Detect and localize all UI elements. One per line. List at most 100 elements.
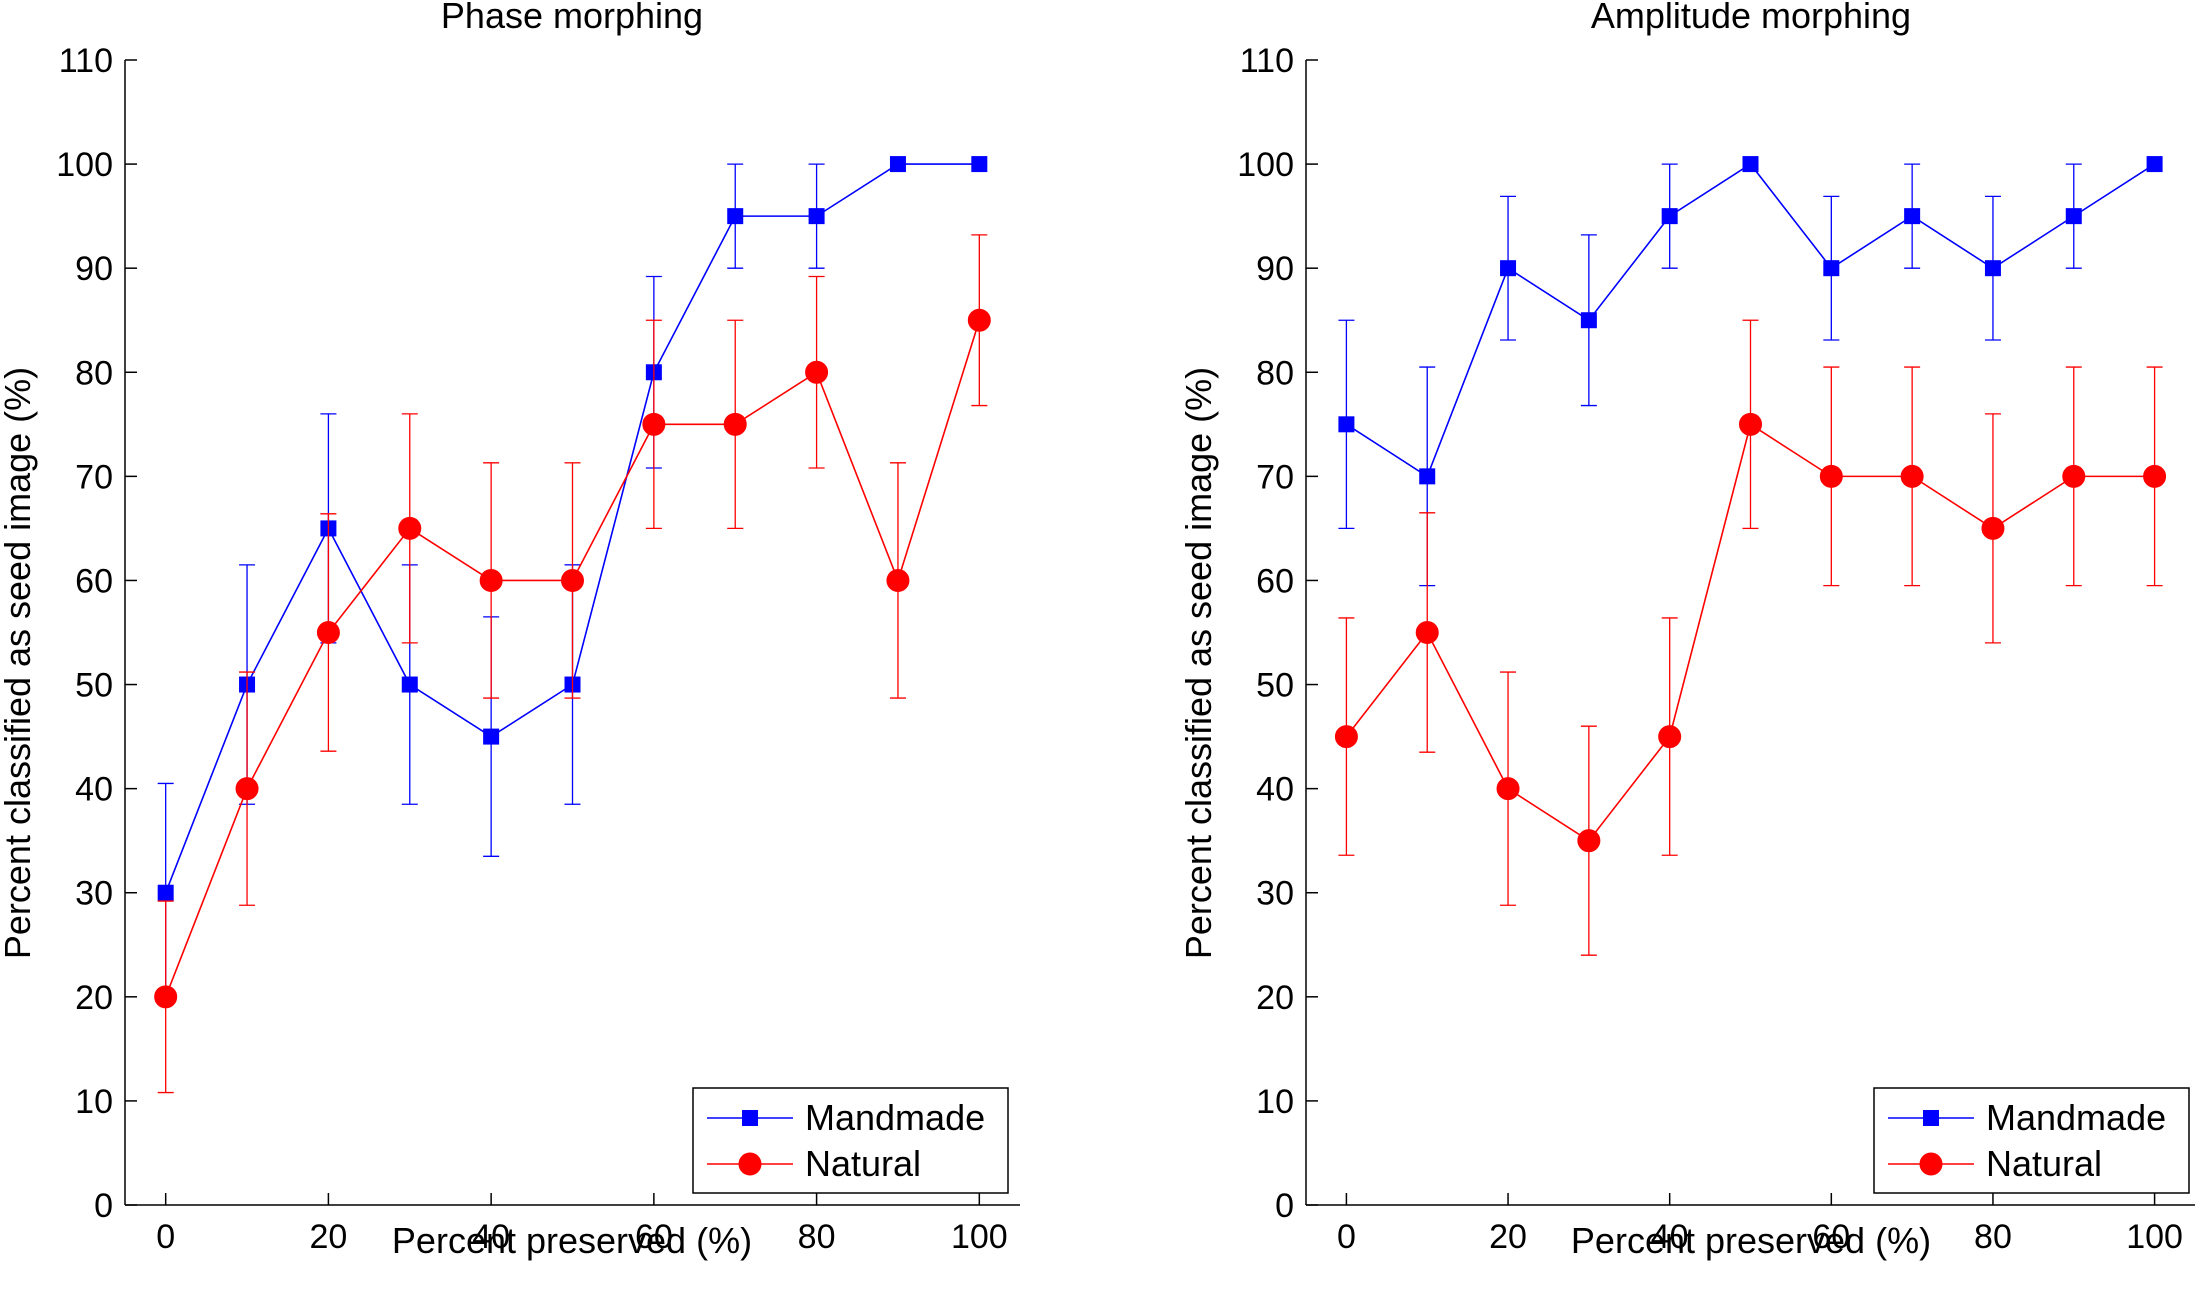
- series-natural: [1334, 319, 2167, 956]
- x-tick-label: 100: [2126, 1218, 2183, 1256]
- x-tick-label: 60: [1812, 1218, 1850, 1256]
- y-tick-label: 30: [75, 875, 113, 913]
- data-point: [1823, 260, 1840, 277]
- y-tick-label: 70: [1256, 458, 1294, 496]
- y-tick-label: 10: [1256, 1083, 1294, 1121]
- data-point: [805, 360, 829, 384]
- x-axis-label: Percent preserved (%): [1571, 1220, 1931, 1261]
- data-point: [401, 676, 418, 693]
- y-tick-label: 100: [1237, 146, 1294, 184]
- data-point: [154, 985, 178, 1009]
- data-point: [1419, 468, 1436, 485]
- x-tick-label: 0: [156, 1218, 175, 1256]
- data-point: [1500, 260, 1517, 277]
- data-point: [235, 777, 259, 801]
- series-mandmade: [1338, 156, 2163, 587]
- legend-box: [1873, 1087, 2190, 1194]
- y-tick-label: 60: [75, 562, 113, 600]
- data-point: [1496, 777, 1520, 801]
- data-point: [1661, 208, 1678, 225]
- x-axis-label: Percent preserved (%): [392, 1220, 752, 1261]
- data-point: [1338, 416, 1355, 433]
- y-tick-label: 40: [75, 771, 113, 809]
- series-natural: [154, 234, 991, 1094]
- data-point: [1739, 412, 1762, 436]
- data-point: [1819, 464, 1843, 488]
- data-point: [2062, 464, 2086, 488]
- data-point: [642, 412, 666, 436]
- legend-box: [692, 1087, 1009, 1194]
- data-point: [1904, 208, 1921, 225]
- y-tick-label: 100: [56, 146, 113, 184]
- legend-marker: [742, 1110, 758, 1126]
- y-tick-label: 20: [75, 979, 113, 1017]
- y-tick-label: 80: [1256, 354, 1294, 392]
- x-tick-label: 20: [309, 1218, 347, 1256]
- y-tick-label: 90: [1256, 250, 1294, 288]
- chart-panel-phase: Phase morphing Percent preserved (%) Per…: [0, 0, 1020, 1261]
- data-point: [727, 208, 744, 225]
- data-point: [1900, 464, 1924, 488]
- data-point: [1415, 621, 1439, 644]
- y-tick-label: 50: [1256, 667, 1294, 705]
- x-tick-label: 20: [1489, 1218, 1527, 1256]
- legend: Mandmade Natural: [692, 1087, 1009, 1194]
- chart-panel-amplitude: Amplitude morphing Percent preserved (%)…: [1178, 0, 2195, 1261]
- chart-title: Amplitude morphing: [1591, 0, 1911, 36]
- legend-marker: [1923, 1110, 1939, 1126]
- y-axis-label: Percent classified as seed image (%): [0, 367, 38, 959]
- y-tick-label: 0: [1275, 1187, 1294, 1225]
- data-point: [886, 568, 910, 592]
- legend-label: Natural: [805, 1143, 921, 1184]
- y-tick-label: 40: [1256, 771, 1294, 809]
- data-point: [1658, 725, 1682, 749]
- axes: 0 10 20 30 40 50 60 70 80 90 100 110 0 20 40 60 80 100: [56, 42, 1020, 1256]
- data-point: [889, 156, 906, 173]
- data-point: [723, 412, 747, 436]
- data-point: [1334, 725, 1358, 749]
- axes: 0 10 20 30 40 50 60 70 80 90 100 110 0 20 40 60 80 100: [1237, 42, 2195, 1256]
- y-tick-label: 70: [75, 458, 113, 496]
- y-tick-label: 110: [1240, 42, 1294, 80]
- y-tick-label: 90: [75, 250, 113, 288]
- y-tick-label: 50: [75, 667, 113, 705]
- x-tick-label: 80: [1974, 1218, 2012, 1256]
- data-point: [1580, 312, 1597, 329]
- legend-marker: [738, 1152, 762, 1176]
- data-point: [157, 884, 174, 901]
- y-tick-label: 110: [59, 42, 113, 80]
- y-tick-label: 0: [94, 1187, 113, 1225]
- data-point: [398, 516, 422, 540]
- data-point: [2146, 156, 2163, 173]
- data-point: [971, 156, 988, 173]
- data-point: [1984, 260, 2001, 277]
- x-tick-label: 80: [798, 1218, 836, 1256]
- y-tick-label: 10: [75, 1083, 113, 1121]
- y-tick-label: 80: [75, 354, 113, 392]
- y-tick-label: 60: [1256, 562, 1294, 600]
- data-point: [2065, 208, 2082, 225]
- x-tick-label: 0: [1337, 1218, 1356, 1256]
- data-point: [2143, 464, 2167, 488]
- x-tick-label: 100: [951, 1218, 1008, 1256]
- data-point: [483, 728, 500, 745]
- data-point: [808, 208, 825, 225]
- data-point: [1742, 156, 1759, 173]
- x-tick-label: 60: [635, 1218, 673, 1256]
- legend-label: Mandmade: [805, 1097, 985, 1138]
- data-point: [316, 621, 340, 644]
- legend-label: Natural: [1986, 1143, 2102, 1184]
- data-point: [1577, 829, 1601, 853]
- y-axis-label: Percent classified as seed image (%): [1178, 367, 1219, 959]
- y-tick-label: 30: [1256, 875, 1294, 913]
- legend-marker: [1919, 1152, 1943, 1176]
- data-point: [1981, 516, 2005, 540]
- data-point: [479, 568, 503, 592]
- chart-title: Phase morphing: [441, 0, 703, 36]
- data-point: [967, 308, 991, 332]
- y-tick-label: 20: [1256, 979, 1294, 1017]
- legend: Mandmade Natural: [1873, 1087, 2190, 1194]
- legend-label: Mandmade: [1986, 1097, 2166, 1138]
- data-point: [561, 568, 584, 592]
